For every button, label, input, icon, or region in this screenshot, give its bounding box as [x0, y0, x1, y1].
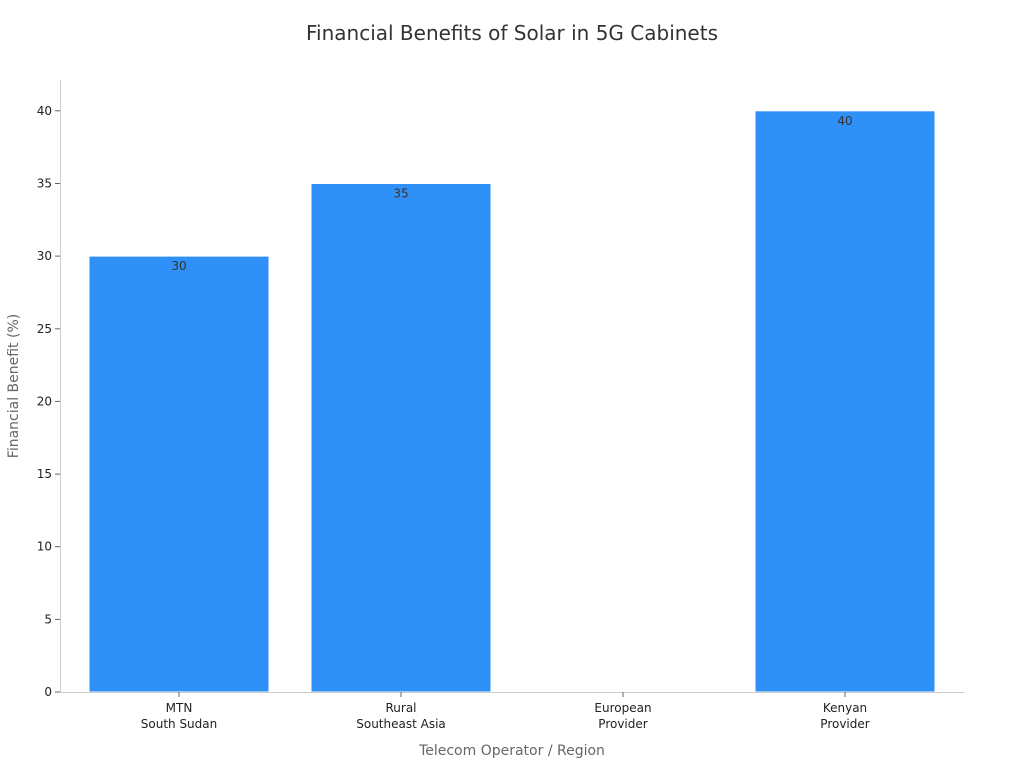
y-tick-label-0: 0 — [44, 685, 52, 699]
y-tick-label-7: 35 — [37, 177, 52, 191]
data-label-3: 40 — [837, 114, 852, 128]
x-ticks-layer: MTN South Sudan Rural Southeast Asia Europea… — [141, 692, 870, 731]
bar-0 — [88, 255, 270, 693]
y-tick-label-8: 40 — [37, 104, 52, 118]
chart-title: Financial Benefits of Solar in 5G Cabine… — [306, 21, 718, 45]
y-tick-label-4: 20 — [37, 394, 52, 408]
x-tick-label-3: Kenyan Provider — [820, 701, 869, 731]
x-tick-label-1: Rural Southeast Asia — [356, 701, 446, 731]
bar-3 — [754, 110, 936, 693]
y-tick-label-3: 15 — [37, 467, 52, 481]
data-label-0: 30 — [171, 259, 186, 273]
bar-1 — [310, 183, 492, 693]
y-tick-label-2: 10 — [37, 540, 52, 554]
y-tick-label-6: 30 — [37, 249, 52, 263]
y-tick-label-5: 25 — [37, 322, 52, 336]
data-label-1: 35 — [393, 187, 408, 201]
x-axis-title: Telecom Operator / Region — [418, 743, 605, 759]
y-tick-label-1: 5 — [44, 612, 52, 626]
x-tick-label-2: European Provider — [594, 701, 651, 731]
x-tick-label-0: MTN South Sudan — [141, 701, 218, 731]
bars-layer — [88, 110, 936, 693]
y-ticks-layer: 0 5 10 15 20 25 30 35 40 — [37, 104, 60, 699]
data-labels-layer: 30 35 40 — [171, 114, 852, 273]
y-axis-title: Financial Benefit (%) — [6, 314, 22, 458]
